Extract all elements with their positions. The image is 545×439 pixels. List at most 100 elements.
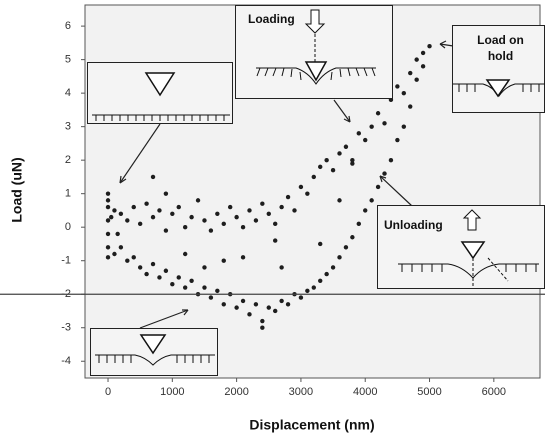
y-tick-label: 5 [65, 54, 71, 66]
arrows [119, 40, 461, 329]
x-tick-label: 4000 [353, 386, 377, 398]
point [350, 161, 355, 166]
annotation: Unloading [384, 218, 443, 232]
point [208, 228, 214, 233]
point [182, 251, 188, 257]
point [253, 302, 259, 307]
y-tick-label: 6 [65, 20, 71, 32]
point [202, 218, 207, 223]
point [266, 305, 271, 310]
point [105, 245, 111, 250]
point [208, 295, 214, 300]
point [157, 208, 162, 213]
point [182, 285, 188, 290]
point [382, 121, 387, 126]
point [279, 265, 284, 270]
point [375, 111, 381, 116]
inset-unloading: Unloading [377, 205, 545, 289]
point [234, 305, 239, 310]
point [125, 258, 130, 263]
point [273, 238, 278, 243]
point [324, 157, 329, 163]
point [311, 174, 316, 180]
point [408, 104, 413, 109]
point [343, 144, 349, 149]
point [292, 208, 297, 213]
point [115, 231, 120, 237]
point [170, 211, 175, 216]
point [137, 265, 143, 270]
point [137, 221, 143, 227]
y-tick-label: 4 [65, 87, 71, 99]
inset-hold: Load on hold [452, 25, 545, 113]
point [227, 204, 233, 210]
point [144, 271, 149, 277]
point [363, 137, 368, 143]
point [253, 218, 259, 223]
point [247, 312, 252, 317]
y-tick-label: -4 [61, 355, 71, 367]
x-tick-label: 2000 [224, 386, 248, 398]
point [414, 77, 419, 82]
point [388, 157, 394, 163]
point [105, 198, 111, 203]
point [176, 275, 181, 280]
point [408, 70, 413, 76]
point [144, 201, 149, 206]
point [318, 278, 323, 284]
x-tick-label: 0 [105, 386, 111, 398]
point [247, 208, 252, 213]
point [279, 204, 284, 210]
point [260, 201, 265, 206]
point [427, 44, 432, 49]
point [311, 285, 316, 290]
x-tick-label: 6000 [482, 386, 506, 398]
point [150, 214, 156, 220]
point [189, 278, 194, 284]
point [221, 302, 226, 307]
point [273, 308, 278, 314]
point [105, 231, 111, 237]
x-tick-label: 3000 [289, 386, 313, 398]
point [221, 258, 226, 263]
point [350, 157, 355, 163]
point [375, 184, 381, 190]
point [163, 268, 169, 273]
point [109, 214, 114, 220]
annotation: Load on hold [477, 33, 524, 63]
point [343, 245, 349, 250]
inset-loading: Loading [235, 5, 393, 99]
point [298, 295, 304, 300]
point [189, 214, 194, 220]
point [240, 298, 246, 304]
y-tick-label: 3 [65, 121, 71, 133]
point [414, 57, 419, 62]
point [318, 241, 323, 247]
point [240, 255, 246, 260]
point [324, 271, 329, 277]
annotation: Loading [248, 12, 295, 26]
point [369, 198, 374, 203]
point [215, 211, 220, 216]
point [195, 198, 201, 203]
point [318, 164, 323, 170]
point [118, 211, 124, 216]
point [305, 191, 310, 196]
point [260, 318, 265, 324]
point [105, 191, 111, 196]
point [157, 275, 162, 280]
point [395, 84, 400, 89]
point [125, 218, 130, 223]
inset-initial [87, 62, 233, 124]
point [356, 221, 361, 227]
point [330, 168, 336, 173]
point [420, 64, 426, 69]
y-tick-label: 1 [65, 188, 71, 200]
point [202, 285, 207, 290]
point [266, 211, 271, 216]
point [395, 137, 400, 143]
point [260, 325, 265, 330]
point [285, 302, 291, 307]
x-tick-label: 5000 [417, 386, 441, 398]
